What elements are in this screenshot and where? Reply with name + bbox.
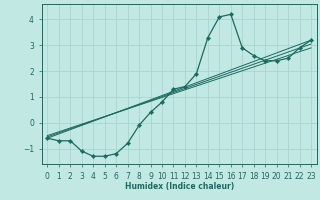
X-axis label: Humidex (Indice chaleur): Humidex (Indice chaleur) (124, 182, 234, 191)
